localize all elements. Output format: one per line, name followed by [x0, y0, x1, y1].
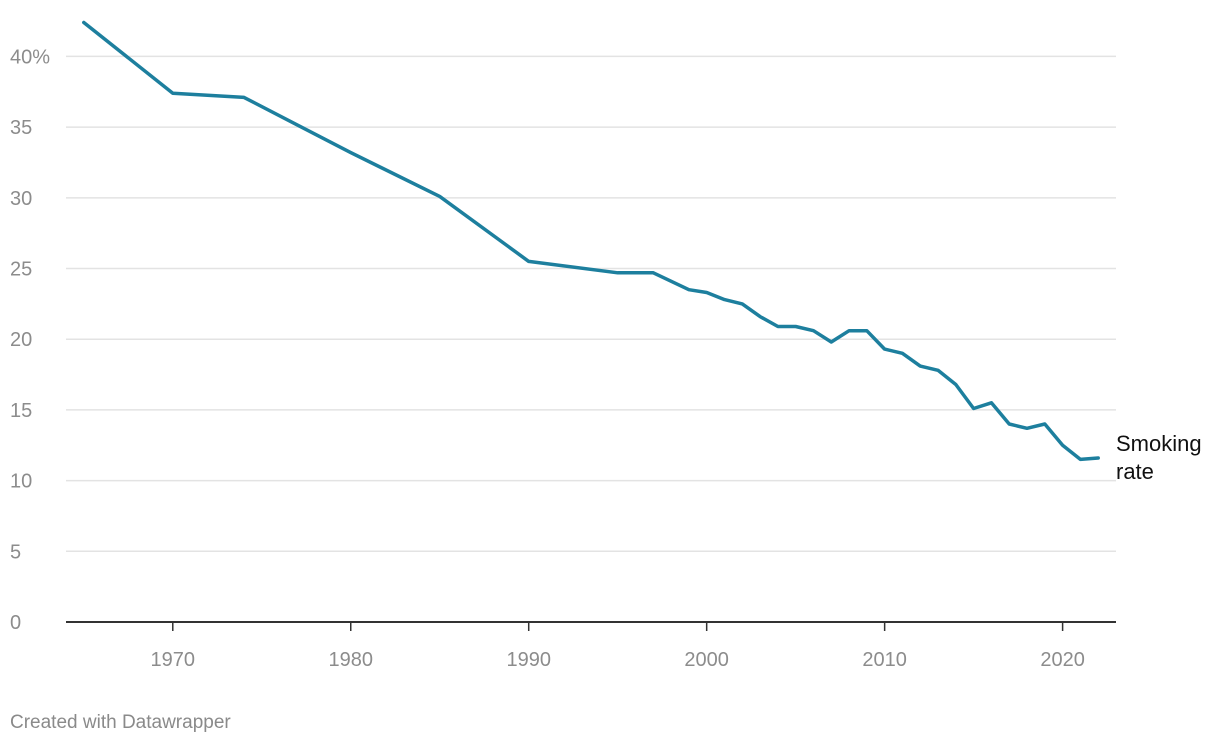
series-label: Smoking rate	[1116, 431, 1202, 484]
x-tick-label: 1990	[506, 649, 551, 671]
x-axis: 1970 1980 1990 2000 2010 2020	[66, 621, 1116, 671]
series-smoking-rate	[82, 20, 1100, 462]
chart-svg: 0 5 10 15 20 25 30 35 40% 1970 1980 1990 2000 2010 20…	[10, 20, 1202, 671]
credit-footer: Created with Datawrapper	[10, 712, 231, 733]
x-tick-label: 2020	[1040, 649, 1085, 671]
y-tick-label: 25	[10, 259, 32, 281]
y-tick-label: 10	[10, 471, 32, 493]
x-tick-label: 2010	[862, 649, 907, 671]
x-tick-label: 1980	[328, 649, 373, 671]
x-tick-label: 1970	[151, 649, 196, 671]
y-tick-label: 35	[10, 117, 32, 139]
y-tick-label: 15	[10, 400, 32, 422]
y-tick-label: 40%	[10, 46, 50, 68]
gridlines	[66, 55, 1116, 553]
y-tick-label: 0	[10, 612, 21, 634]
series-label-line: rate	[1116, 459, 1154, 484]
line-chart: 0 5 10 15 20 25 30 35 40% 1970 1980 1990 2000 2010 20…	[10, 20, 1202, 671]
x-tick-label: 2000	[684, 649, 729, 671]
y-tick-label: 20	[10, 329, 32, 351]
y-tick-label: 5	[10, 541, 21, 563]
series-line	[82, 20, 1100, 462]
y-tick-label: 30	[10, 188, 32, 210]
series-label-line: Smoking	[1116, 431, 1202, 456]
y-axis-tick-labels: 0 5 10 15 20 25 30 35 40%	[10, 46, 50, 634]
